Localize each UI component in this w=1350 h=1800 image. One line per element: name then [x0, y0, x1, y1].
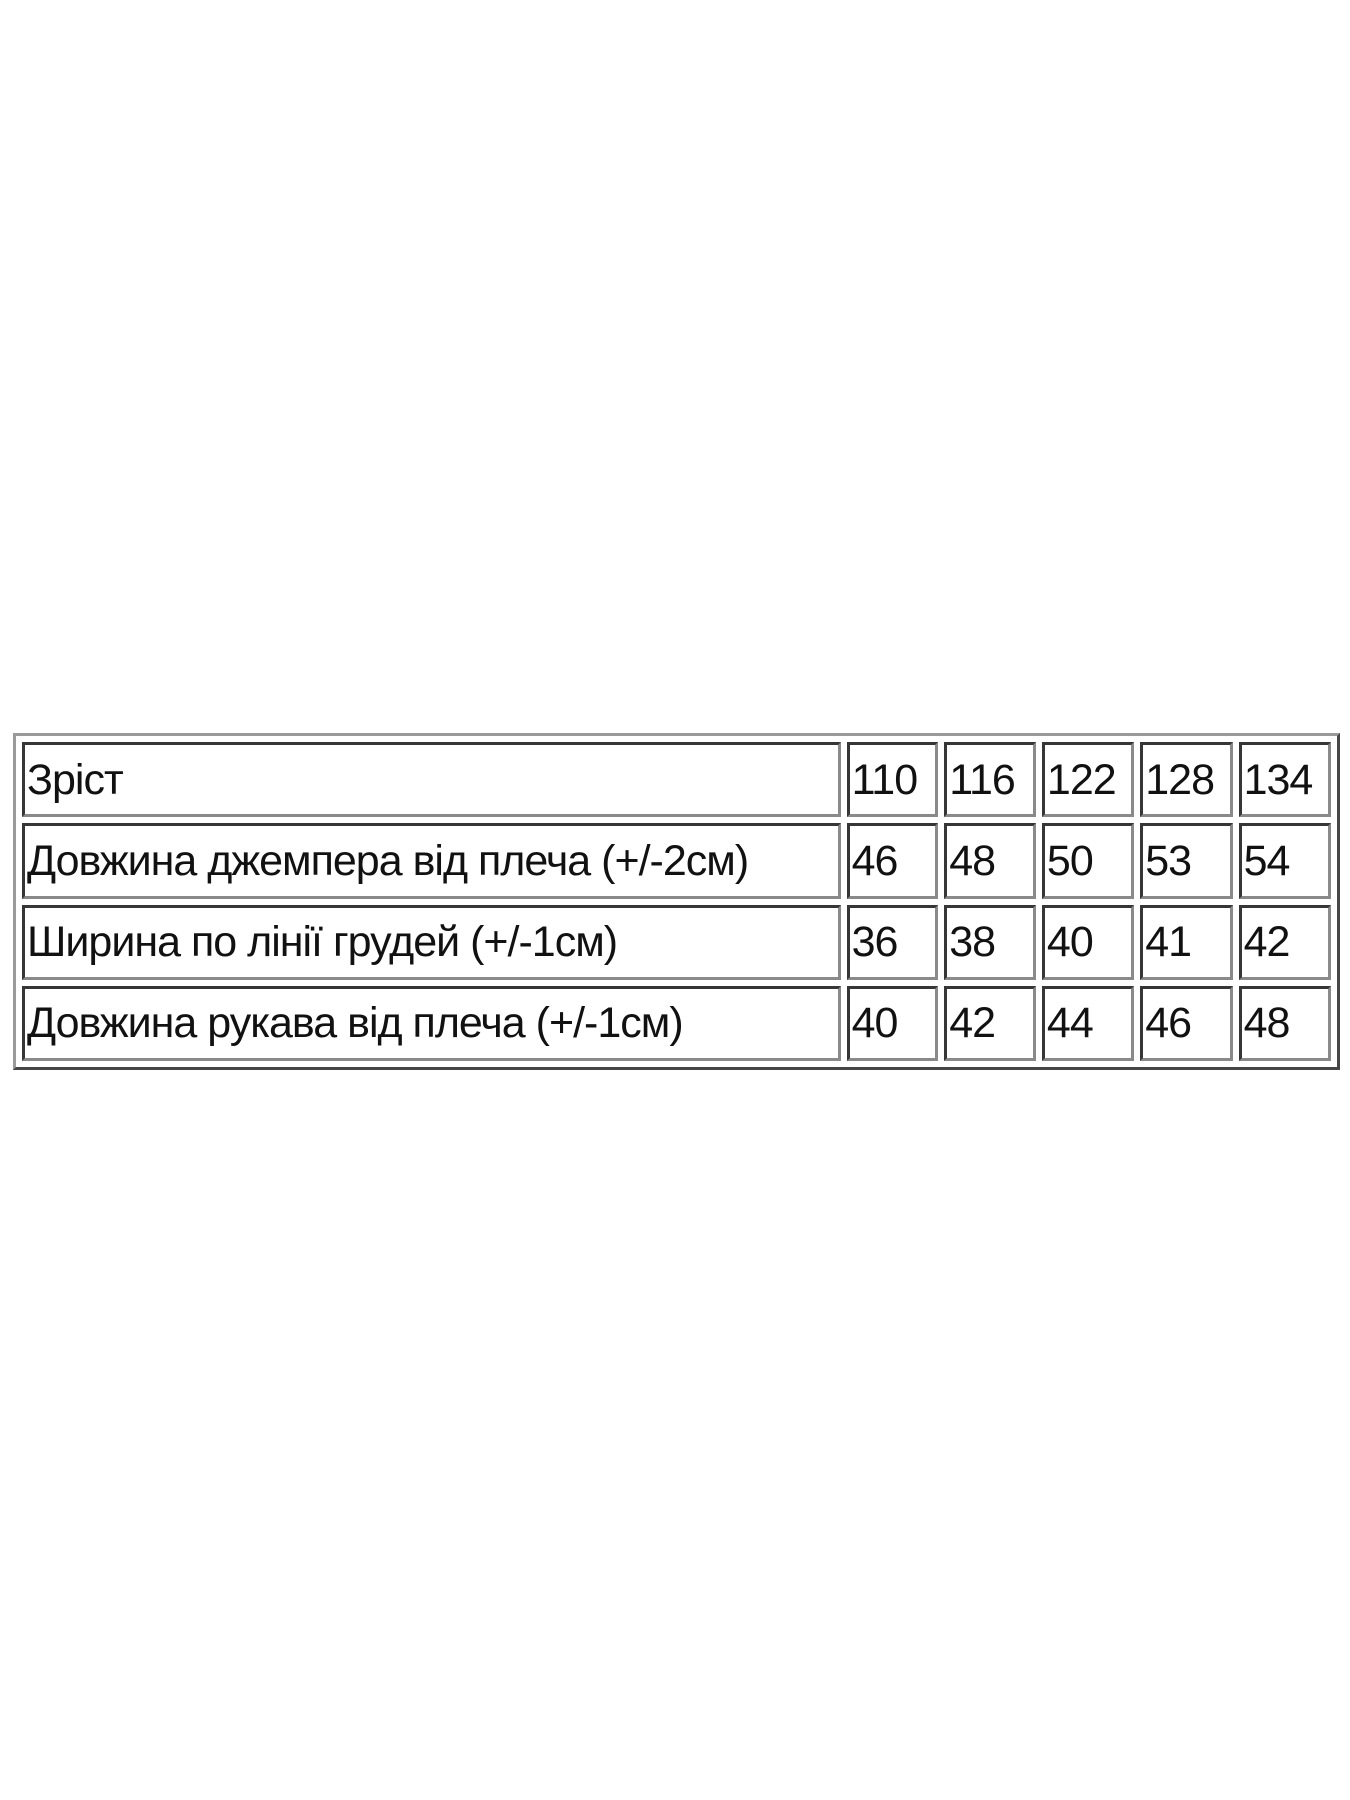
- cell-value: 46: [1140, 985, 1233, 1061]
- cell-value: 38: [944, 904, 1036, 980]
- cell-value: 48: [1238, 985, 1331, 1061]
- cell-value: 42: [1238, 904, 1331, 980]
- cell-value: 42: [944, 985, 1036, 1061]
- cell-value: 54: [1238, 823, 1331, 899]
- row-label: Довжина рукава від плеча (+/-1см): [22, 985, 841, 1061]
- table-row: Довжина джемпера від плеча (+/-2см) 46 4…: [22, 823, 1331, 899]
- size-chart-table: Зріст 110 116 122 128 134 Довжина джемпе…: [13, 733, 1340, 1070]
- cell-value: 46: [846, 823, 939, 899]
- cell-value: 40: [1041, 904, 1135, 980]
- header-size: 116: [944, 742, 1036, 818]
- header-size: 110: [846, 742, 939, 818]
- cell-value: 36: [846, 904, 939, 980]
- cell-value: 41: [1140, 904, 1233, 980]
- cell-value: 40: [846, 985, 939, 1061]
- header-size: 128: [1140, 742, 1233, 818]
- cell-value: 50: [1041, 823, 1135, 899]
- cell-value: 48: [944, 823, 1036, 899]
- table-header-row: Зріст 110 116 122 128 134: [22, 742, 1331, 818]
- header-size: 122: [1041, 742, 1135, 818]
- row-label: Довжина джемпера від плеча (+/-2см): [22, 823, 841, 899]
- header-size: 134: [1238, 742, 1331, 818]
- cell-value: 44: [1041, 985, 1135, 1061]
- header-label: Зріст: [22, 742, 841, 818]
- cell-value: 53: [1140, 823, 1233, 899]
- table-row: Ширина по лінії грудей (+/-1см) 36 38 40…: [22, 904, 1331, 980]
- table-row: Довжина рукава від плеча (+/-1см) 40 42 …: [22, 985, 1331, 1061]
- row-label: Ширина по лінії грудей (+/-1см): [22, 904, 841, 980]
